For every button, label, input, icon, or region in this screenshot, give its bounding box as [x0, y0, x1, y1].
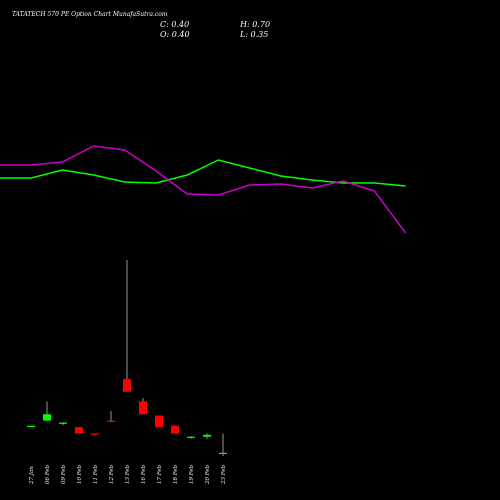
candle-body — [91, 433, 99, 435]
x-tick-label: 20 Feb — [205, 464, 211, 485]
close-value: C: 0.40 — [160, 20, 189, 29]
candle-12-feb — [107, 411, 115, 422]
low-value: L: 0.35 — [239, 30, 268, 39]
candle-17-feb — [155, 415, 163, 428]
candle-06-feb — [43, 401, 51, 421]
candle-body — [59, 422, 67, 424]
candle-09-feb — [59, 421, 67, 426]
candle-body — [27, 425, 35, 427]
candle-body — [187, 436, 195, 438]
candle-11-feb — [91, 433, 99, 435]
candle-10-feb — [75, 427, 83, 434]
candle-body — [219, 452, 227, 454]
x-tick-label: 27 Jan — [29, 466, 35, 485]
candlesticks — [27, 260, 227, 456]
x-tick-label: 13 Feb — [125, 464, 131, 484]
candle-20-feb — [203, 433, 211, 439]
chart-title: TATATECH 570 PE Option Chart MunafaSutra… — [12, 11, 168, 18]
candle-18-feb — [171, 425, 179, 434]
candle-13-feb — [123, 260, 131, 392]
indicator-line-2 — [0, 145, 407, 234]
x-tick-label: 06 Feb — [45, 464, 51, 484]
candle-body — [155, 415, 163, 428]
candle-body — [203, 434, 211, 437]
candle-body — [139, 401, 147, 415]
candle-body — [75, 427, 83, 434]
x-axis-ticks: 27 Jan 06 Feb 09 Feb 10 Feb 11 Feb 12 Feb 13 F… — [29, 464, 227, 485]
x-tick-label: 18 Feb — [173, 464, 179, 484]
candle-body — [123, 378, 131, 392]
x-tick-label: 11 Feb — [93, 464, 99, 484]
candle-27-jan — [27, 425, 35, 427]
candle-body — [107, 420, 115, 422]
candle-16-feb — [139, 398, 147, 415]
candle-body — [171, 425, 179, 434]
x-tick-label: 12 Feb — [109, 464, 115, 484]
high-value: H: 0.70 — [239, 20, 270, 29]
x-tick-label: 23 Feb — [221, 464, 227, 485]
x-tick-label: 17 Feb — [157, 464, 163, 484]
open-value: O: 0.40 — [160, 30, 190, 39]
candle-23-feb — [219, 433, 227, 456]
x-tick-label: 10 Feb — [77, 464, 83, 484]
candle-body — [43, 414, 51, 421]
candle-19-feb — [187, 436, 195, 439]
x-tick-label: 19 Feb — [189, 464, 195, 484]
moving-average-lines — [0, 145, 407, 234]
x-tick-label: 16 Feb — [141, 464, 147, 484]
x-tick-label: 09 Feb — [61, 464, 67, 484]
